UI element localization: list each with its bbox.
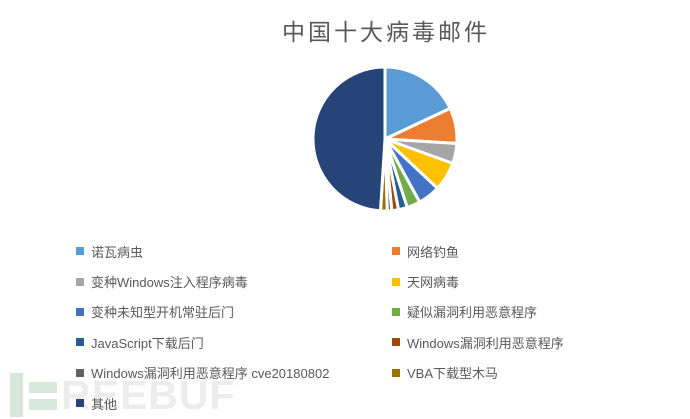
legend-label: JavaScript下载后门	[91, 335, 204, 351]
legend-item: JavaScript下载后门	[76, 333, 392, 352]
legend-item: 诺瓦病虫	[76, 242, 392, 261]
legend-label: 变种Windows注入程序病毒	[91, 275, 248, 291]
freebuf-watermark: REEBUF	[10, 373, 236, 417]
legend-item: Windows漏洞利用恶意程序 cve20180802	[76, 363, 392, 382]
legend-swatch-icon	[76, 247, 84, 256]
chart-title: 中国十大病毒邮件	[282, 19, 490, 45]
legend-item: 网络钓鱼	[392, 242, 564, 261]
legend-item: VBA下载型木马	[392, 363, 564, 382]
legend-swatch-icon	[392, 307, 400, 316]
legend-label: 诺瓦病虫	[91, 244, 144, 260]
legend-item: 变种未知型开机常驻后门	[76, 302, 392, 321]
legend-item: 其他	[76, 394, 392, 413]
freebuf-logo-bars-icon	[10, 373, 23, 417]
legend-label: 网络钓鱼	[407, 244, 460, 260]
legend-swatch-icon	[76, 307, 84, 316]
pie-slice-0	[383, 65, 453, 142]
watermark-text: REEBUF	[61, 372, 236, 418]
legend-label: 其他	[91, 396, 118, 412]
pie-slice-10	[311, 65, 387, 213]
freebuf-logo-equals-icon	[29, 382, 57, 410]
legend-item: 疑似漏洞利用恶意程序	[392, 302, 564, 321]
legend-item: 天网病毒	[392, 272, 564, 291]
legend-label: 天网病毒	[407, 275, 460, 291]
legend-label: VBA下载型木马	[407, 366, 499, 382]
legend-label: 变种未知型开机常驻后门	[91, 305, 235, 321]
legend-item: 变种Windows注入程序病毒	[76, 272, 392, 291]
pie-chart	[311, 65, 459, 213]
legend-swatch-icon	[392, 338, 400, 347]
legend-swatch-icon	[392, 368, 400, 377]
chart-legend: 诺瓦病虫 网络钓鱼变种Windows注入程序病毒 天网病毒变种未知型开机常驻后门 疑似…	[76, 236, 564, 418]
legend-label: 疑似漏洞利用恶意程序	[407, 305, 538, 321]
legend-label: Windows漏洞利用恶意程序 cve20180802	[91, 366, 330, 382]
legend-swatch-icon	[392, 247, 400, 256]
legend-item: Windows漏洞利用恶意程序	[392, 333, 564, 352]
legend-swatch-icon	[76, 338, 84, 347]
legend-label: Windows漏洞利用恶意程序	[407, 335, 564, 351]
legend-swatch-icon	[76, 399, 84, 408]
legend-swatch-icon	[76, 368, 84, 377]
legend-swatch-icon	[76, 277, 84, 286]
legend-swatch-icon	[392, 277, 400, 286]
